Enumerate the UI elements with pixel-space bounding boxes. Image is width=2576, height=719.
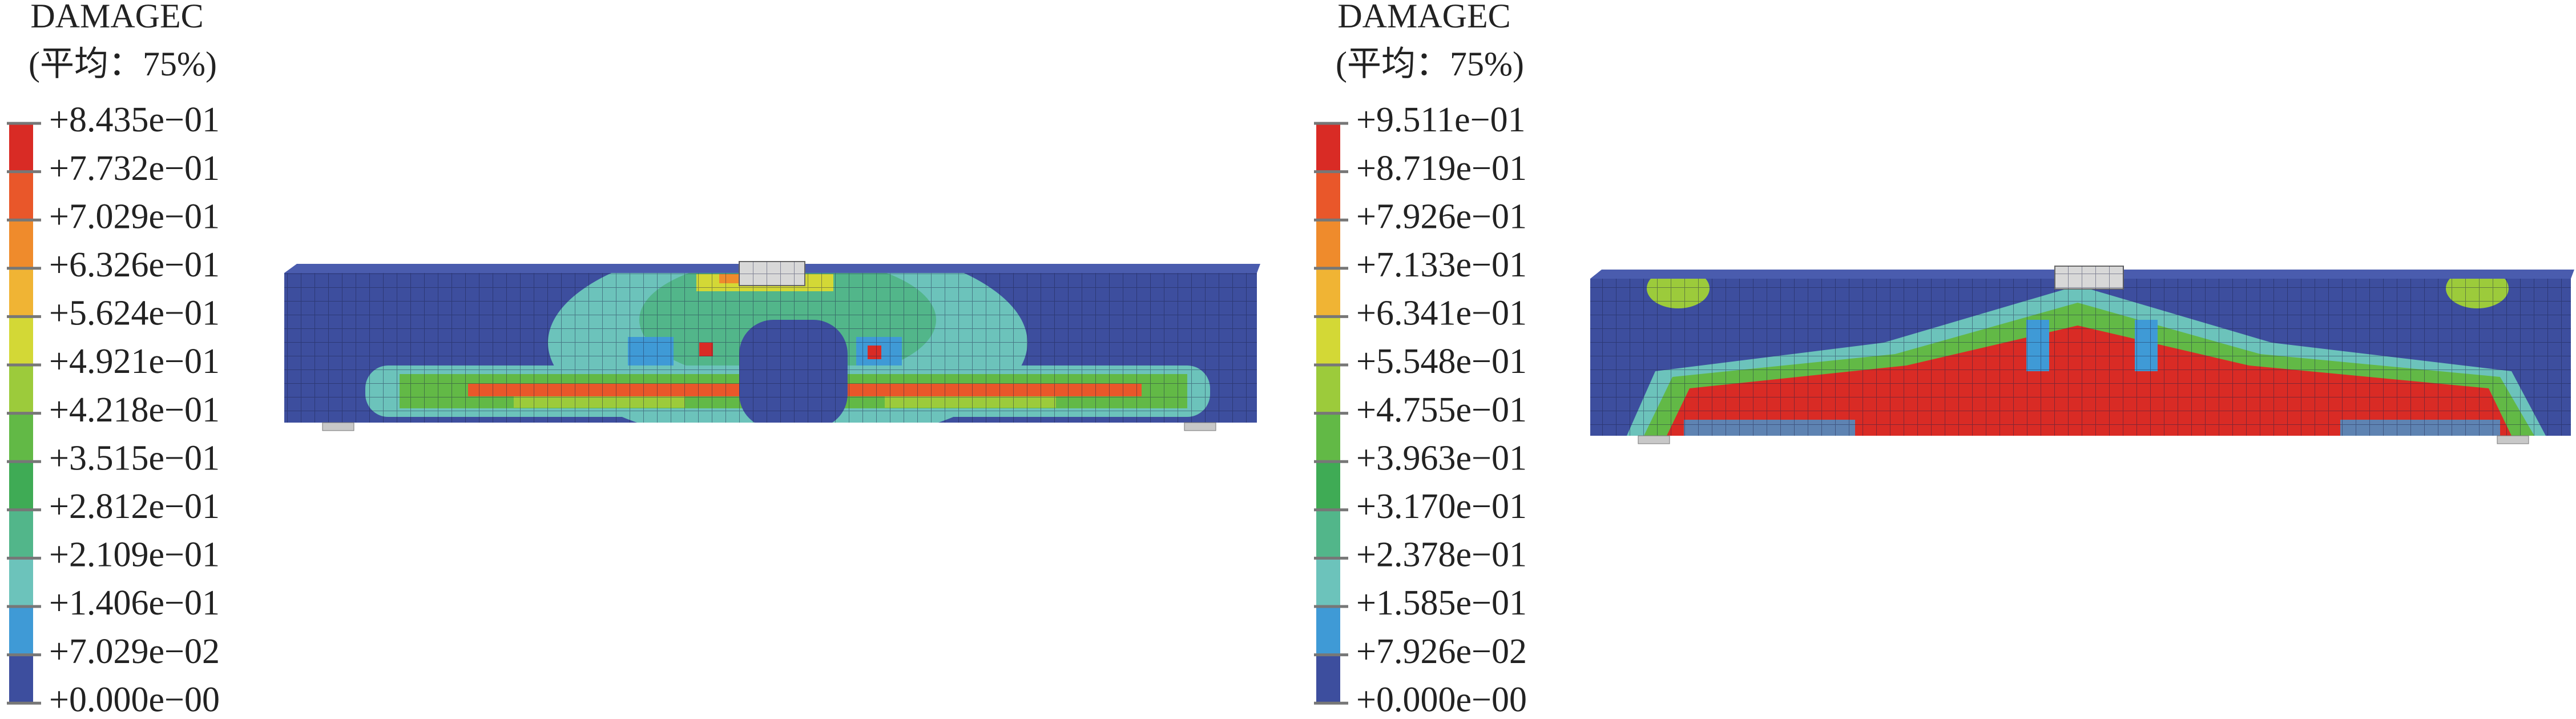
color-swatch (9, 654, 33, 704)
legend-label: +7.926e−01 (1356, 197, 1527, 236)
legend-label: +7.029e−02 (49, 632, 220, 671)
color-swatch (9, 461, 33, 510)
legend: DAMAGEC (平均：75%) +8.435e−01 +7.732e−01 +7.02… (7, 0, 220, 719)
color-swatch (1316, 365, 1340, 413)
color-swatch (1316, 316, 1340, 365)
color-swatch (1316, 171, 1340, 220)
legend-label: +3.963e−01 (1356, 439, 1527, 477)
legend-label: +5.548e−01 (1356, 342, 1527, 381)
beam-left (284, 261, 1260, 431)
color-swatch (1316, 123, 1340, 172)
color-swatch (1316, 413, 1340, 462)
legend-label: +0.000e−00 (49, 680, 220, 719)
legend-label: +2.812e−01 (49, 487, 220, 526)
legend-label: +2.378e−01 (1356, 536, 1527, 575)
legend-title: DAMAGEC (30, 0, 203, 35)
color-swatch (1316, 606, 1340, 655)
color-swatch (9, 509, 33, 559)
legend-label: +2.109e−01 (49, 536, 220, 575)
legend-label: +1.585e−01 (1356, 584, 1527, 622)
legend-label: +0.000e−00 (1356, 680, 1527, 719)
legend-label: +4.921e−01 (49, 342, 220, 381)
color-swatch (1316, 509, 1340, 559)
color-swatch (1316, 220, 1340, 268)
legend-label: +4.755e−01 (1356, 391, 1527, 429)
color-swatch (9, 365, 33, 413)
legend-label: +9.511e−01 (1356, 101, 1526, 139)
color-swatch (9, 220, 33, 268)
legend-label: +7.732e−01 (49, 149, 220, 188)
legend-label: +1.406e−01 (49, 584, 220, 622)
legend-label: +8.435e−01 (49, 101, 220, 139)
legend-label: +6.326e−01 (49, 246, 220, 284)
color-swatch (1316, 461, 1340, 510)
color-swatch (9, 171, 33, 220)
color-swatch (9, 606, 33, 655)
color-swatch (9, 558, 33, 606)
legend-label: +4.218e−01 (49, 391, 220, 429)
color-swatch (9, 316, 33, 365)
color-swatch (9, 268, 33, 317)
legend-subtitle: (平均：75%) (29, 45, 217, 83)
legend: DAMAGEC (平均：75%) +9.511e−01 +8.719e−01 +7.92… (1314, 0, 1527, 719)
color-swatch (1316, 268, 1340, 317)
legend-label: +7.133e−01 (1356, 246, 1527, 284)
color-swatch (9, 123, 33, 172)
legend-label: +8.719e−01 (1356, 149, 1527, 188)
legend-label: +3.515e−01 (49, 439, 220, 477)
color-swatch (9, 413, 33, 462)
legend-label: +7.029e−01 (49, 197, 220, 236)
color-swatch (1316, 654, 1340, 704)
legend-title: DAMAGEC (1337, 0, 1510, 35)
legend-label: +7.926e−02 (1356, 632, 1527, 671)
legend-label: +5.624e−01 (49, 294, 220, 333)
beam-right (1590, 266, 2574, 444)
legend-subtitle: (平均：75%) (1336, 45, 1524, 83)
color-swatch (1316, 558, 1340, 606)
legend-label: +3.170e−01 (1356, 487, 1527, 526)
legend-label: +6.341e−01 (1356, 294, 1527, 333)
legends: DAMAGEC (平均：75%) +8.435e−01 +7.732e−01 +7.02… (7, 0, 1527, 719)
